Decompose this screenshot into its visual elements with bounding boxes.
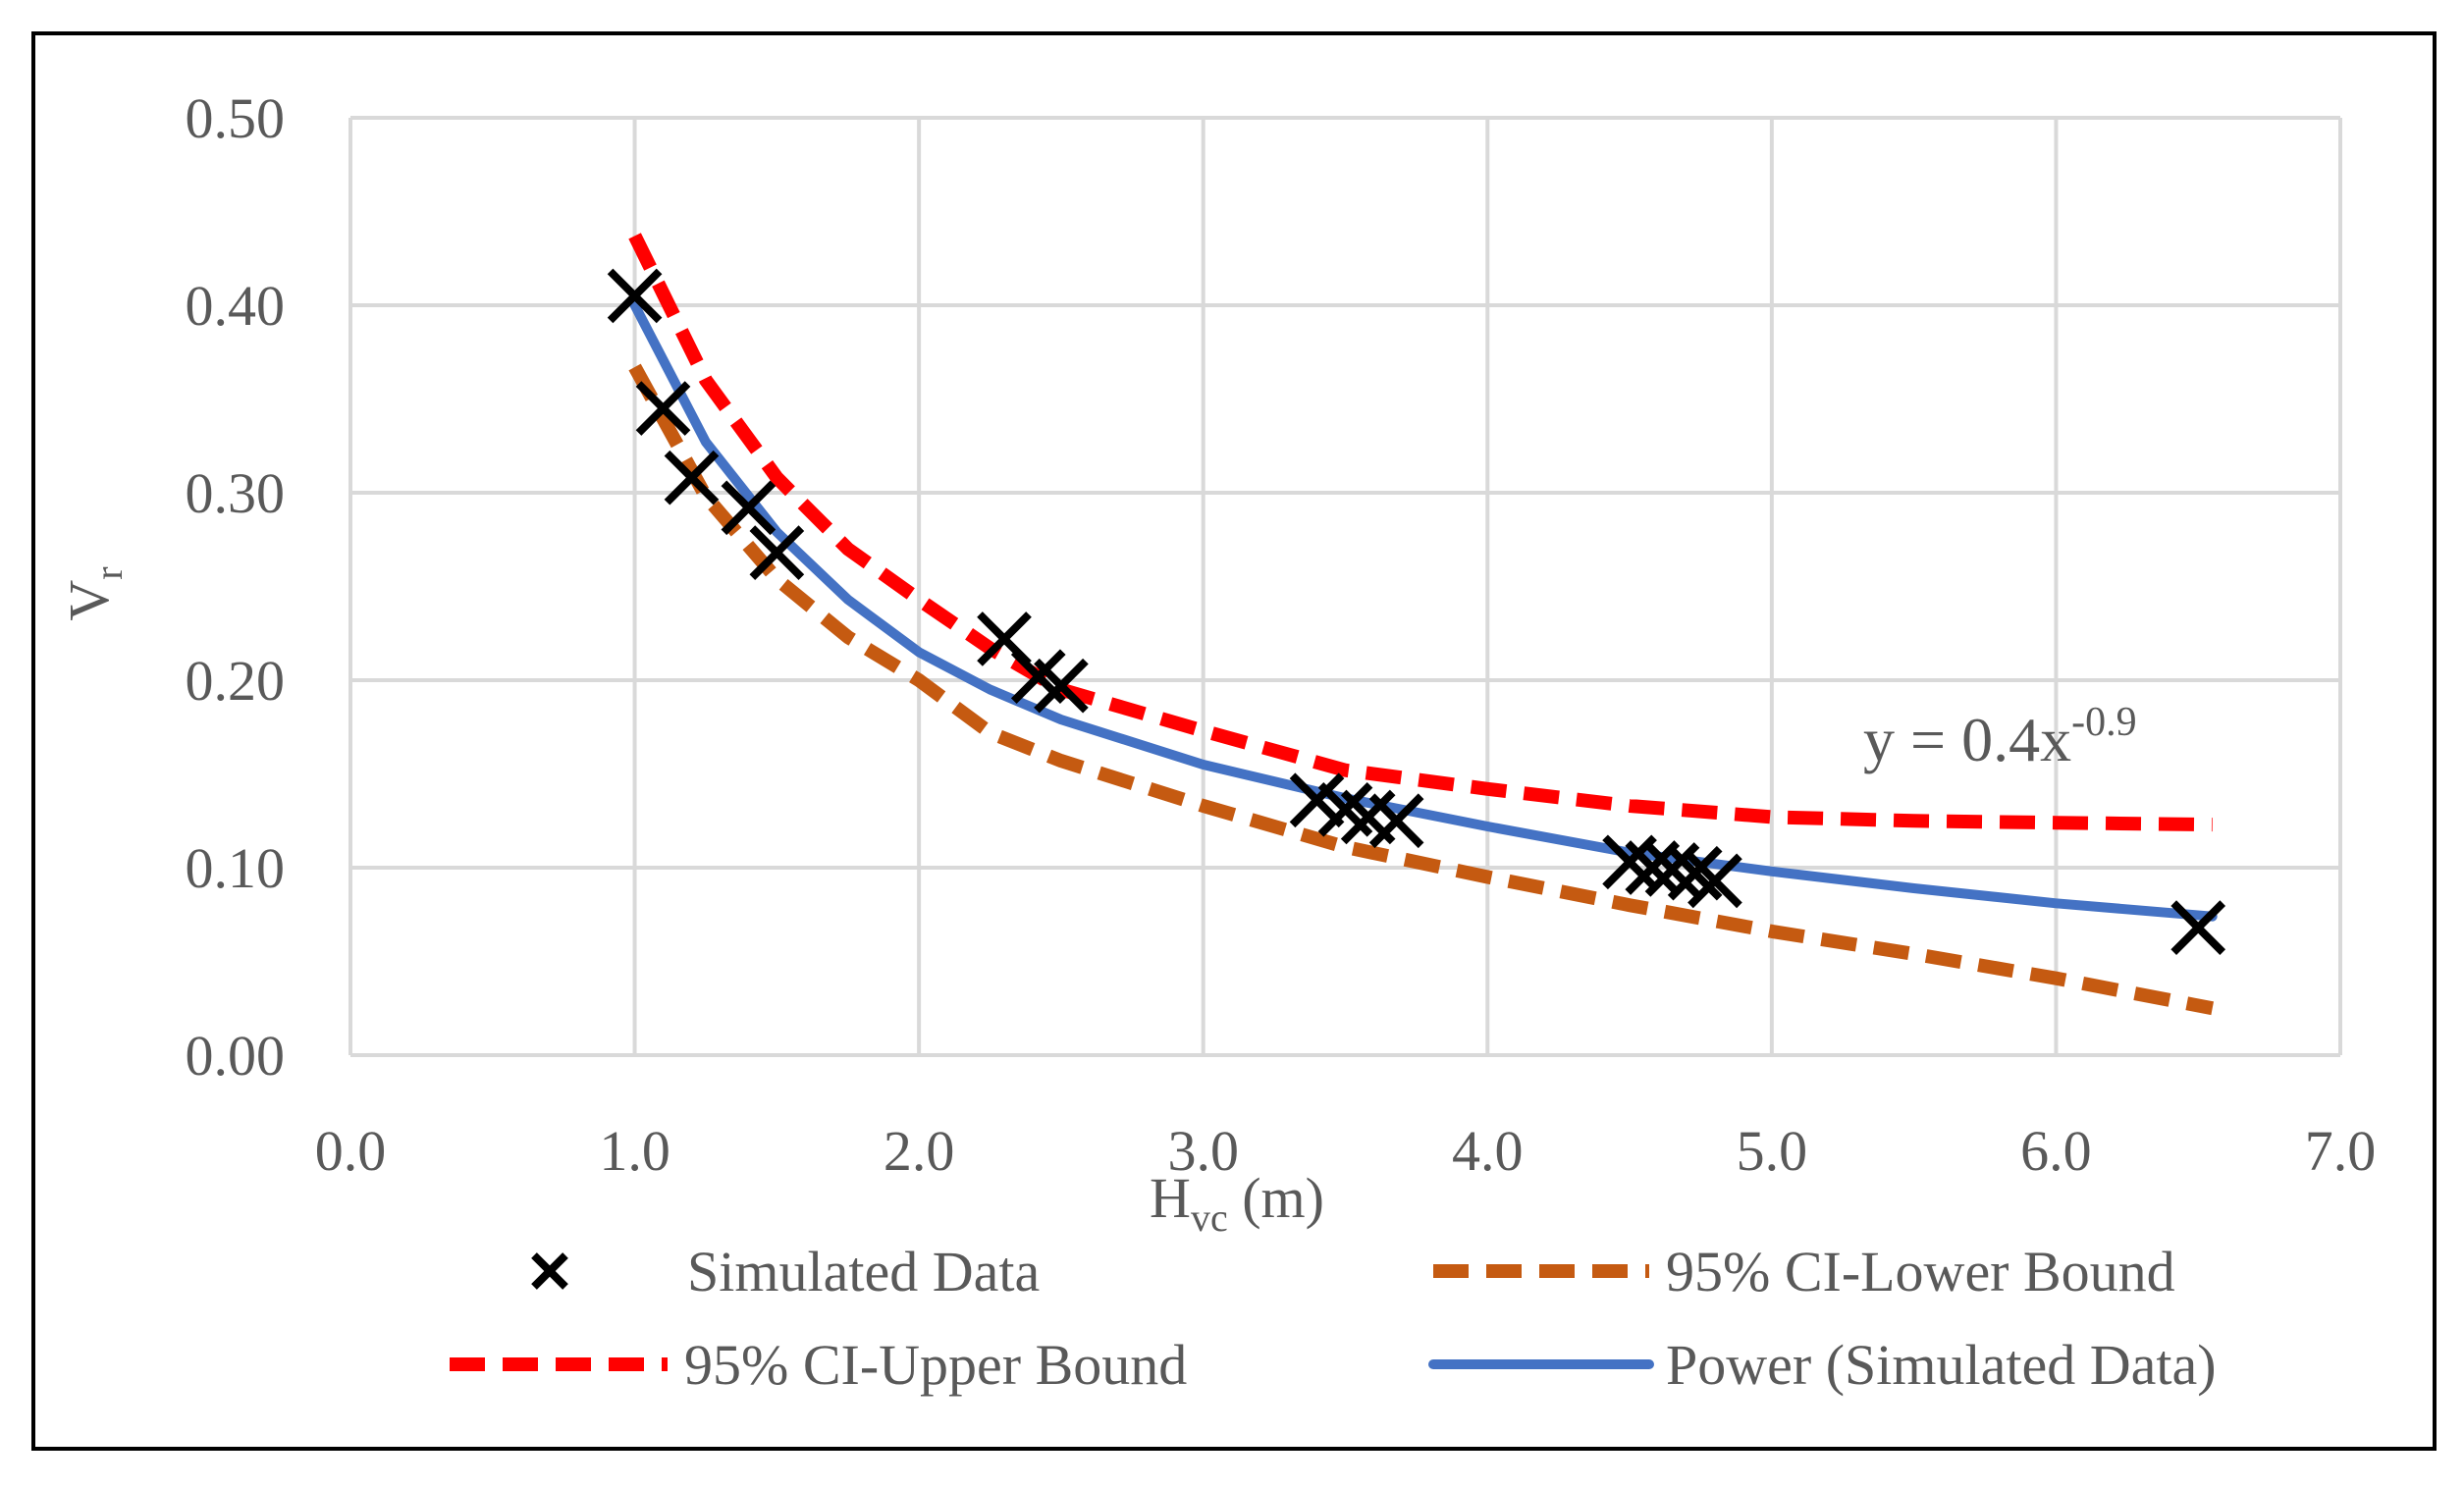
legend-item-95-ci-upper-bound: 95% CI-Upper Bound: [450, 1333, 1187, 1397]
data-point-marker: [2170, 900, 2226, 955]
data-point-marker: [635, 381, 691, 436]
y-axis-title-main: V: [57, 580, 121, 621]
x-tick-label: 5.0: [1737, 1119, 1808, 1183]
x-tick-label: 7.0: [2305, 1119, 2377, 1183]
x-axis-title-main: H: [1150, 1166, 1191, 1230]
x-tick-label: 4.0: [1452, 1119, 1524, 1183]
data-point-marker: [607, 268, 663, 324]
legend-label: 95% CI-Upper Bound: [684, 1333, 1187, 1397]
x-tick-label: 0.0: [315, 1119, 387, 1183]
legend-item-simulated-data: Simulated Data: [531, 1240, 1040, 1303]
y-tick-label: 0.20: [186, 649, 286, 713]
y-tick-label: 0.30: [186, 461, 286, 525]
series-line-power-simulated-data: [629, 300, 2218, 922]
y-tick-label: 0.10: [186, 836, 286, 900]
x-axis-title-units: (m): [1228, 1166, 1324, 1230]
data-point-marker: [1034, 658, 1089, 714]
data-point-marker: [749, 525, 805, 580]
axis-tick-labels: 0.0 1.0 2.0 3.0 4.0 5.0 6.0 7.0 0.00 0.10 0.20 0.30…: [186, 86, 2377, 1183]
data-point-marker: [1368, 793, 1424, 849]
series-line-95-ci-upper-bound: [628, 233, 2213, 832]
series-line-95-ci-lower-bound: [628, 363, 2215, 1016]
y-tick-label: 0.40: [186, 274, 286, 338]
x-tick-label: 6.0: [2020, 1119, 2092, 1183]
y-axis-title-subscript: r: [86, 566, 131, 579]
trendline-equation-exponent: -0.9: [2071, 700, 2137, 745]
legend-label: 95% CI-Lower Bound: [1666, 1240, 2175, 1303]
data-point-marker: [1644, 842, 1700, 897]
legend-label: Simulated Data: [687, 1240, 1040, 1303]
y-tick-label: 0.00: [186, 1024, 286, 1088]
legend-swatch-marker: [531, 1252, 568, 1290]
data-point-marker: [664, 450, 720, 505]
x-tick-label: 3.0: [1167, 1119, 1239, 1183]
y-axis-title: Vr: [57, 566, 131, 620]
legend: Simulated Data 95% CI-Lower Bound 95% CI-U…: [450, 1240, 2217, 1397]
data-point-marker: [721, 480, 777, 536]
x-axis-title: Hvc (m): [1150, 1166, 1324, 1240]
legend-item-95-ci-lower-bound: 95% CI-Lower Bound: [1433, 1240, 2175, 1303]
trendline-equation-base: y = 0.4x: [1863, 705, 2071, 774]
legend-label: Power (Simulated Data): [1666, 1333, 2217, 1397]
trendline-equation: y = 0.4x-0.9: [1863, 700, 2137, 774]
y-tick-label: 0.50: [186, 86, 286, 150]
x-tick-label: 2.0: [884, 1119, 955, 1183]
data-point-marker: [1687, 853, 1742, 909]
x-tick-label: 1.0: [599, 1119, 670, 1183]
x-axis-title-subscript: vc: [1191, 1196, 1228, 1240]
series-layer: [607, 233, 2226, 1016]
legend-item-power-simulated-data: Power (Simulated Data): [1428, 1333, 2217, 1397]
